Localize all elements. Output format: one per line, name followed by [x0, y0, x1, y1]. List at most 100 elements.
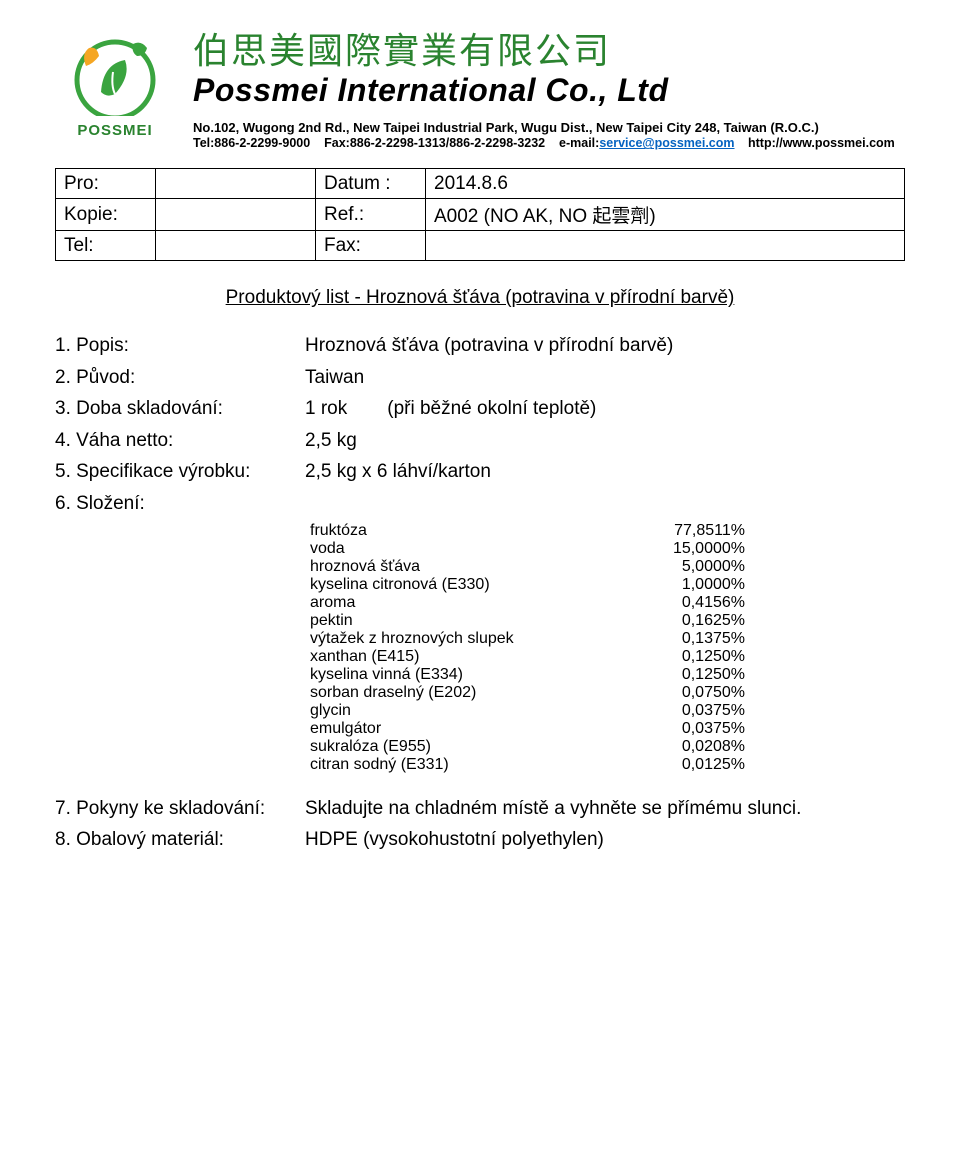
- meta-label: Datum :: [316, 169, 426, 199]
- ingredient-row: výtažek z hroznových slupek0,1375%: [310, 630, 905, 648]
- url-text: http://www.possmei.com: [748, 136, 895, 150]
- spec-value: 2,5 kg x 6 láhví/karton: [305, 457, 905, 486]
- ingredient-row: voda15,0000%: [310, 540, 905, 558]
- spec-row: 4. Váha netto:2,5 kg: [55, 426, 905, 455]
- spec-label: 5. Specifikace výrobku:: [55, 457, 305, 486]
- ingredient-percent: 77,8511%: [640, 522, 745, 540]
- ingredient-name: sukralóza (E955): [310, 738, 640, 756]
- spec-label: 4. Váha netto:: [55, 426, 305, 455]
- spec-label: 2. Původ:: [55, 363, 305, 392]
- ingredient-name: kyselina citronová (E330): [310, 576, 640, 594]
- fax-text: Fax:886-2-2298-1313/886-2-2298-3232: [324, 136, 545, 150]
- spec-value: [305, 489, 905, 518]
- letterhead-text: 伯思美國際實業有限公司 Possmei International Co., L…: [193, 30, 905, 150]
- leaf-icon: [71, 36, 159, 116]
- ingredient-name: sorban draselný (E202): [310, 684, 640, 702]
- ingredient-name: emulgátor: [310, 720, 640, 738]
- meta-label: Fax:: [316, 231, 426, 261]
- ingredient-percent: 0,0375%: [640, 702, 745, 720]
- meta-label: Pro:: [56, 169, 156, 199]
- ingredient-percent: 0,0750%: [640, 684, 745, 702]
- footer-row: 8. Obalový materiál:HDPE (vysokohustotní…: [55, 825, 905, 854]
- ingredient-row: xanthan (E415)0,1250%: [310, 648, 905, 666]
- meta-value: A002 (NO AK, NO 起雲劑): [426, 199, 905, 231]
- spec-list: 1. Popis:Hroznová šťáva (potravina v pří…: [55, 331, 905, 518]
- company-name-en: Possmei International Co., Ltd: [193, 72, 905, 109]
- meta-label: Ref.:: [316, 199, 426, 231]
- ingredient-row: pektin0,1625%: [310, 612, 905, 630]
- ingredient-row: sukralóza (E955)0,0208%: [310, 738, 905, 756]
- tel-text: Tel:886-2-2299-9000: [193, 136, 310, 150]
- ingredient-row: citran sodný (E331)0,0125%: [310, 756, 905, 774]
- ingredient-percent: 15,0000%: [640, 540, 745, 558]
- ingredient-name: xanthan (E415): [310, 648, 640, 666]
- meta-row: Tel: Fax:: [56, 231, 905, 261]
- ingredient-name: kyselina vinná (E334): [310, 666, 640, 684]
- meta-label: Kopie:: [56, 199, 156, 231]
- logo-subtext: POSSMEI: [55, 122, 175, 139]
- ingredient-row: sorban draselný (E202)0,0750%: [310, 684, 905, 702]
- ingredient-row: fruktóza77,8511%: [310, 522, 905, 540]
- ingredient-row: kyselina vinná (E334)0,1250%: [310, 666, 905, 684]
- meta-value: [426, 231, 905, 261]
- ingredient-percent: 0,4156%: [640, 594, 745, 612]
- ingredient-name: hroznová šťáva: [310, 558, 640, 576]
- ingredient-name: voda: [310, 540, 640, 558]
- meta-value: [156, 199, 316, 231]
- meta-table: Pro: Datum :2014.8.6 Kopie: Ref.:A002 (NO A…: [55, 168, 905, 261]
- ingredient-percent: 0,1250%: [640, 648, 745, 666]
- ingredient-percent: 0,0125%: [640, 756, 745, 774]
- meta-value: 2014.8.6: [426, 169, 905, 199]
- spec-value: Hroznová šťáva (potravina v přírodní bar…: [305, 331, 905, 360]
- footer-label: 8. Obalový materiál:: [55, 825, 305, 854]
- spec-row: 3. Doba skladování:1 rok(při běžné okoln…: [55, 394, 905, 423]
- ingredient-row: emulgátor0,0375%: [310, 720, 905, 738]
- spec-label: 3. Doba skladování:: [55, 394, 305, 423]
- email-link[interactable]: service@possmei.com: [599, 136, 734, 150]
- email-label: e-mail:: [559, 136, 599, 150]
- ingredient-percent: 1,0000%: [640, 576, 745, 594]
- spec-value: Taiwan: [305, 363, 905, 392]
- ingredient-name: fruktóza: [310, 522, 640, 540]
- letterhead: POSSMEI 伯思美國際實業有限公司 Possmei Internationa…: [55, 30, 905, 150]
- spec-aux: (při běžné okolní teplotě): [387, 398, 596, 419]
- meta-label: Tel:: [56, 231, 156, 261]
- footer-value: Skladujte na chladném místě a vyhněte se…: [305, 794, 905, 823]
- ingredient-row: hroznová šťáva5,0000%: [310, 558, 905, 576]
- ingredient-name: pektin: [310, 612, 640, 630]
- ingredient-row: glycin0,0375%: [310, 702, 905, 720]
- page: POSSMEI 伯思美國際實業有限公司 Possmei Internationa…: [0, 0, 960, 897]
- spec-label: 1. Popis:: [55, 331, 305, 360]
- ingredient-percent: 0,1375%: [640, 630, 745, 648]
- ingredient-row: kyselina citronová (E330)1,0000%: [310, 576, 905, 594]
- footer-list: 7. Pokyny ke skladování:Skladujte na chl…: [55, 794, 905, 855]
- company-name-cn: 伯思美國際實業有限公司: [193, 32, 905, 70]
- logo: POSSMEI: [55, 30, 175, 150]
- ingredient-list: fruktóza77,8511%voda15,0000%hroznová šťá…: [310, 522, 905, 774]
- spec-value: 2,5 kg: [305, 426, 905, 455]
- ingredient-row: aroma0,4156%: [310, 594, 905, 612]
- company-address: No.102, Wugong 2nd Rd., New Taipei Indus…: [193, 119, 905, 137]
- footer-label: 7. Pokyny ke skladování:: [55, 794, 305, 823]
- meta-row: Kopie: Ref.:A002 (NO AK, NO 起雲劑): [56, 199, 905, 231]
- meta-value: [156, 231, 316, 261]
- ingredient-percent: 0,1250%: [640, 666, 745, 684]
- ingredient-percent: 5,0000%: [640, 558, 745, 576]
- spec-row: 6. Složení:: [55, 489, 905, 518]
- company-contact: Tel:886-2-2299-9000 Fax:886-2-2298-1313/…: [193, 136, 905, 150]
- ingredient-name: aroma: [310, 594, 640, 612]
- ingredient-name: glycin: [310, 702, 640, 720]
- ingredient-percent: 0,0208%: [640, 738, 745, 756]
- ingredient-percent: 0,0375%: [640, 720, 745, 738]
- footer-value: HDPE (vysokohustotní polyethylen): [305, 825, 905, 854]
- spec-row: 5. Specifikace výrobku:2,5 kg x 6 láhví/…: [55, 457, 905, 486]
- ingredient-name: výtažek z hroznových slupek: [310, 630, 640, 648]
- ingredient-name: citran sodný (E331): [310, 756, 640, 774]
- ingredient-percent: 0,1625%: [640, 612, 745, 630]
- meta-row: Pro: Datum :2014.8.6: [56, 169, 905, 199]
- footer-row: 7. Pokyny ke skladování:Skladujte na chl…: [55, 794, 905, 823]
- document-title: Produktový list - Hroznová šťáva (potrav…: [55, 287, 905, 309]
- spec-label: 6. Složení:: [55, 489, 305, 518]
- spec-row: 1. Popis:Hroznová šťáva (potravina v pří…: [55, 331, 905, 360]
- spec-value: 1 rok(při běžné okolní teplotě): [305, 394, 905, 423]
